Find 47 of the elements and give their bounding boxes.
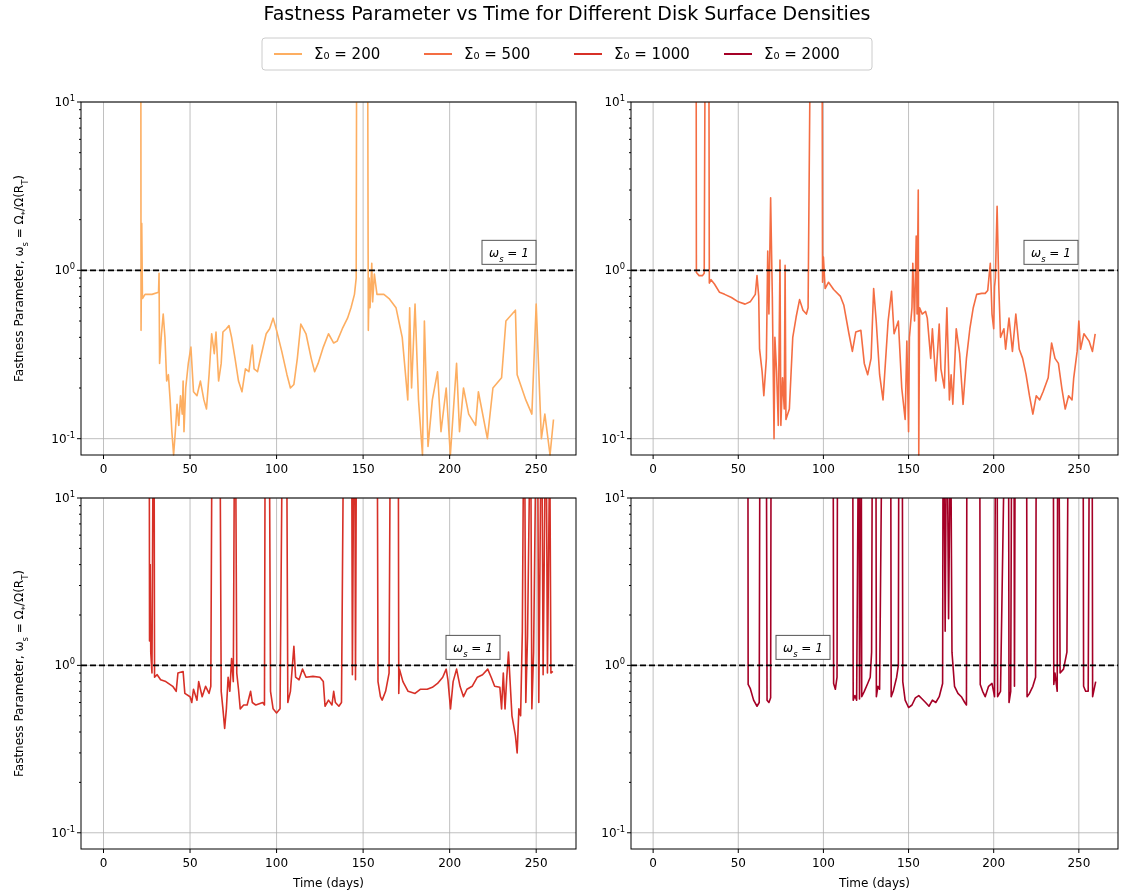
x-tick-label: 250 — [1067, 856, 1091, 870]
x-tick-label: 0 — [99, 462, 108, 476]
x-axis-title: Time (days) — [838, 876, 910, 890]
x-tick-label: 50 — [182, 856, 198, 870]
x-tick-label: 200 — [982, 462, 1006, 476]
y-tick-label: 10$^{-1}$ — [601, 429, 625, 446]
x-tick-label: 0 — [99, 856, 108, 870]
x-tick-label: 200 — [982, 856, 1006, 870]
x-tick-label: 200 — [438, 462, 462, 476]
legend-label: Σ₀ = 1000 — [614, 45, 690, 63]
ref-line-label: ω$_{s}$ = 1 — [489, 246, 529, 265]
y-tick-label: 10$^{1}$ — [604, 93, 625, 109]
x-tick-label: 250 — [524, 462, 548, 476]
x-tick-label: 100 — [265, 462, 289, 476]
x-tick-label: 50 — [730, 462, 746, 476]
y-tick-label: 10$^{-1}$ — [601, 823, 625, 840]
x-tick-label: 250 — [524, 856, 548, 870]
legend-label: Σ₀ = 2000 — [764, 45, 840, 63]
y-tick-label: 10$^{-1}$ — [51, 429, 75, 446]
ref-line-label: ω$_{s}$ = 1 — [783, 641, 823, 660]
x-axis-title: Time (days) — [292, 876, 364, 890]
x-tick-label: 0 — [649, 462, 657, 476]
ref-line-label: ω$_{s}$ = 1 — [1031, 246, 1071, 265]
x-tick-label: 100 — [265, 856, 289, 870]
x-tick-label: 0 — [649, 856, 657, 870]
y-tick-label: 10$^{1}$ — [604, 489, 625, 505]
x-tick-label: 100 — [811, 856, 835, 870]
x-tick-label: 150 — [897, 856, 921, 870]
y-tick-label: 10$^{0}$ — [54, 656, 75, 673]
x-tick-label: 250 — [1067, 462, 1091, 476]
chart-title: Fastness Parameter vs Time for Different Disk Surface Densities — [263, 2, 871, 24]
y-tick-label: 10$^{0}$ — [604, 261, 625, 278]
x-tick-label: 50 — [182, 462, 198, 476]
y-tick-label: 10$^{0}$ — [604, 656, 625, 673]
x-tick-label: 150 — [897, 462, 921, 476]
legend-label: Σ₀ = 500 — [464, 45, 531, 63]
y-tick-label: 10$^{1}$ — [54, 93, 75, 109]
y-tick-label: 10$^{1}$ — [54, 489, 75, 505]
ref-line-label: ω$_{s}$ = 1 — [453, 641, 493, 660]
x-tick-label: 150 — [351, 462, 375, 476]
x-tick-label: 200 — [438, 856, 462, 870]
x-tick-label: 100 — [811, 462, 835, 476]
legend-label: Σ₀ = 200 — [314, 45, 381, 63]
y-tick-label: 10$^{0}$ — [54, 261, 75, 278]
y-tick-label: 10$^{-1}$ — [51, 823, 75, 840]
x-tick-label: 150 — [351, 856, 375, 870]
x-tick-label: 50 — [730, 856, 746, 870]
